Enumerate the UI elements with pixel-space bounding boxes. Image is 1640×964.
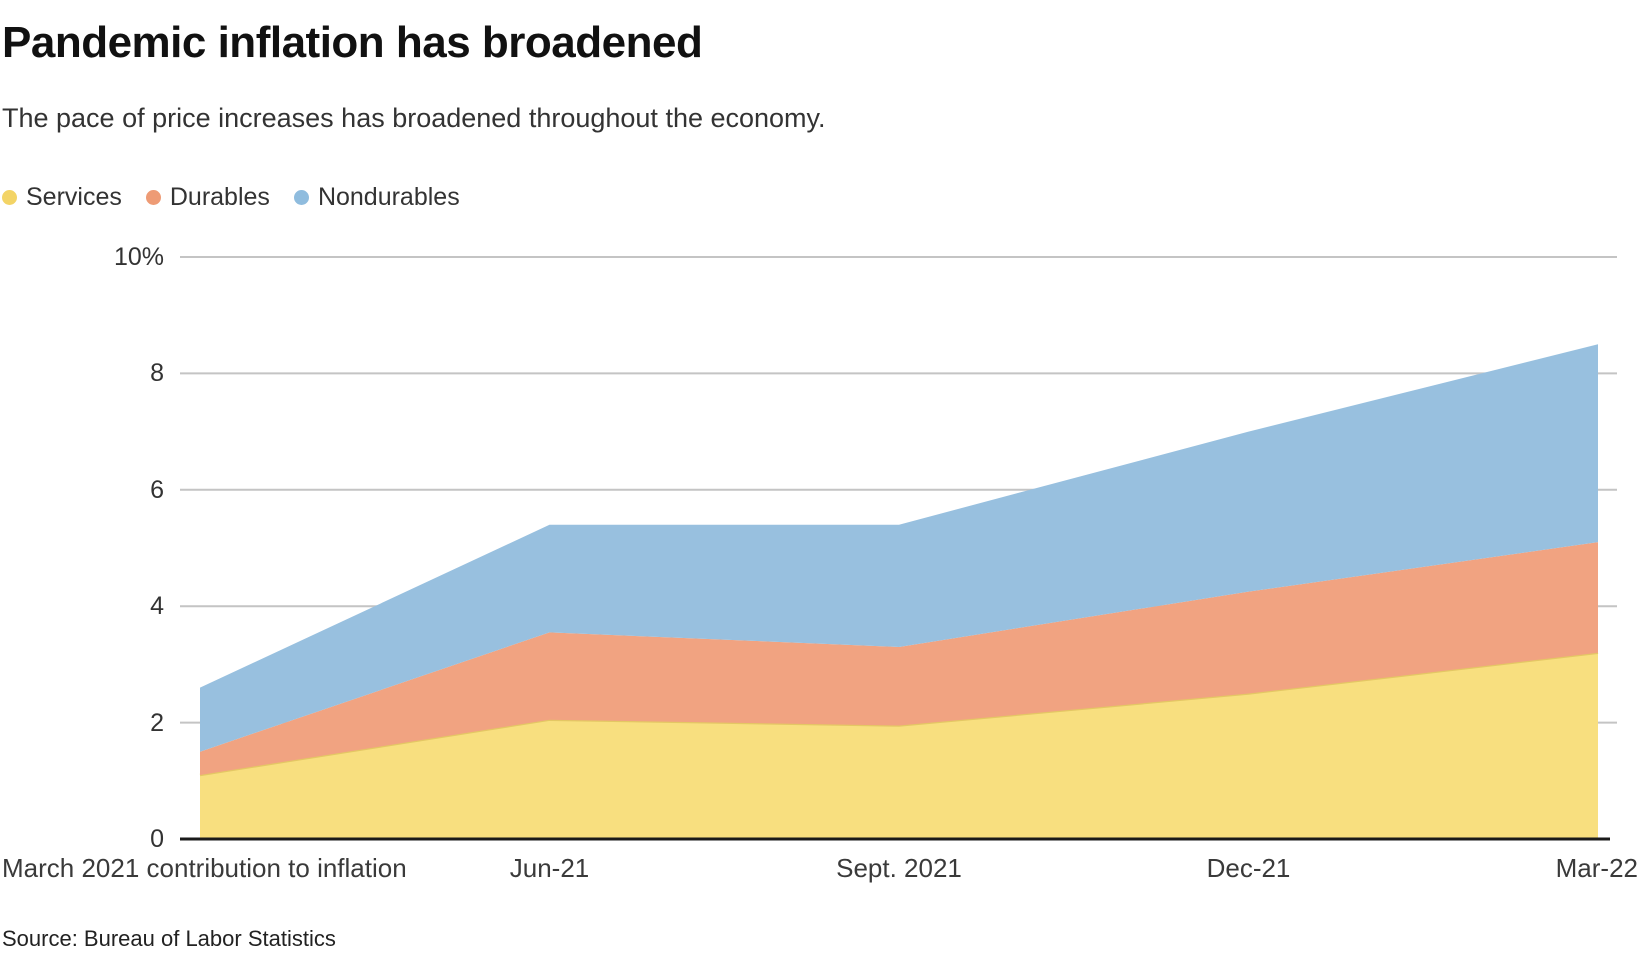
y-axis-label: 0: [150, 825, 164, 853]
x-axis-label: Sept. 2021: [836, 853, 962, 883]
legend: Services Durables Nondurables: [2, 182, 460, 212]
legend-label: Nondurables: [317, 183, 460, 211]
legend-label: Services: [26, 183, 122, 211]
y-axis-label: 4: [150, 592, 164, 621]
chart-subtitle: The pace of price increases has broadene…: [2, 103, 826, 133]
legend-dot-icon: [145, 189, 161, 205]
x-axis-label: Dec-21: [1206, 853, 1291, 883]
y-axis-label: 10%: [113, 243, 164, 271]
legend-item-nondurables: Nondurables: [293, 182, 460, 212]
y-axis-label: 2: [150, 708, 164, 737]
x-axis-label: Jun-21: [509, 853, 590, 883]
chart-title: Pandemic inflation has broadened: [2, 18, 703, 67]
legend-item-services: Services: [2, 182, 122, 212]
legend-dot-icon: [2, 189, 17, 205]
source-note: Source: Bureau of Labor Statistics: [2, 926, 336, 951]
legend-dot-icon: [293, 189, 309, 205]
y-axis-label: 6: [150, 475, 164, 504]
x-axis-label: March 2021 contribution to inflation: [2, 853, 407, 883]
legend-label: Durables: [169, 183, 270, 211]
legend-item-durables: Durables: [145, 182, 270, 212]
area-services: [200, 652, 1598, 839]
x-axis-label: Mar-22: [1555, 853, 1638, 883]
y-axis-label: 8: [150, 359, 164, 388]
area-durables: [200, 542, 1598, 775]
area-nondurables: [200, 344, 1598, 752]
